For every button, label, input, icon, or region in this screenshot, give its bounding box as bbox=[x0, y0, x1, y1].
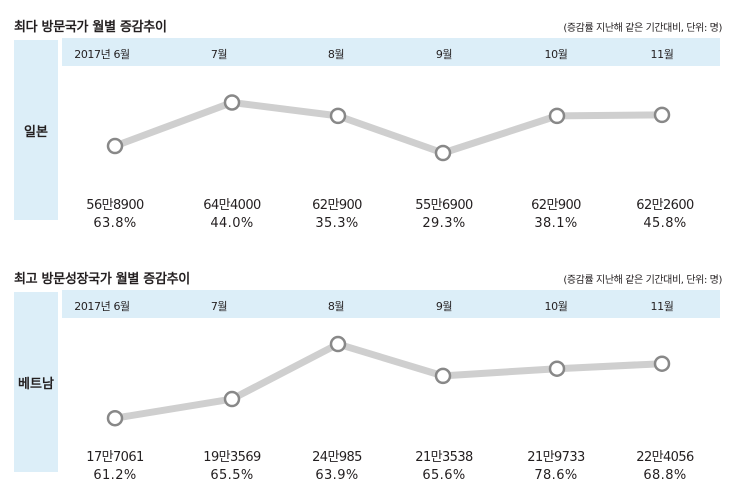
value-label: 24만985 bbox=[312, 450, 362, 465]
value-label: 62만900 bbox=[312, 198, 362, 213]
chart-note: (증감률 지난해 같은 기간대비, 단위: 명) bbox=[563, 23, 722, 34]
month-label: 8월 bbox=[327, 48, 345, 61]
series-label: 일본 bbox=[24, 124, 48, 140]
month-label: 9월 bbox=[435, 48, 453, 61]
data-point-marker bbox=[106, 137, 124, 155]
data-point-marker bbox=[329, 107, 347, 125]
month-label: 9월 bbox=[435, 300, 453, 313]
series-line bbox=[114, 340, 663, 422]
month-label: 7월 bbox=[210, 48, 228, 61]
data-point-marker bbox=[653, 355, 671, 372]
data-point-marker bbox=[653, 106, 671, 124]
month-header-band bbox=[62, 290, 720, 318]
series-label: 베트남 bbox=[18, 376, 54, 392]
value-label: 21만9733 bbox=[527, 450, 585, 465]
chart-title: 최고 방문성장국가 월별 증감추이 bbox=[14, 272, 190, 287]
value-label: 55만6900 bbox=[415, 198, 473, 213]
growth-label: 29.3% bbox=[422, 216, 466, 231]
month-label: 7월 bbox=[210, 300, 228, 313]
line-plot bbox=[106, 94, 671, 162]
growth-label: 61.2% bbox=[93, 468, 137, 483]
growth-label: 38.1% bbox=[534, 216, 578, 231]
growth-label: 44.0% bbox=[210, 216, 254, 231]
month-header-band bbox=[62, 38, 720, 66]
growth-label: 78.6% bbox=[534, 468, 578, 483]
month-label: 11월 bbox=[650, 300, 674, 313]
month-label: 2017년 6월 bbox=[74, 48, 130, 61]
data-point-marker bbox=[434, 144, 452, 162]
data-point-marker bbox=[106, 409, 124, 427]
data-point-marker bbox=[329, 335, 347, 353]
value-label: 56만8900 bbox=[86, 198, 144, 213]
chart-title: 최다 방문국가 월별 증감추이 bbox=[14, 20, 167, 35]
chart-panel-vietnam: 최고 방문성장국가 월별 증감추이 (증감률 지난해 같은 기간대비, 단위: … bbox=[0, 252, 732, 498]
month-label: 8월 bbox=[327, 300, 345, 313]
value-label: 62만900 bbox=[531, 198, 581, 213]
series-label-band bbox=[14, 292, 58, 472]
data-point-marker bbox=[548, 107, 566, 125]
data-point-marker bbox=[223, 94, 241, 111]
data-point-marker bbox=[434, 367, 452, 385]
value-label: 17만7061 bbox=[86, 450, 144, 465]
series-line bbox=[113, 98, 663, 157]
month-label: 11월 bbox=[650, 48, 674, 61]
growth-label: 65.5% bbox=[210, 468, 254, 483]
value-label: 64만4000 bbox=[203, 198, 261, 213]
line-plot bbox=[106, 335, 671, 427]
growth-label: 68.8% bbox=[643, 468, 687, 483]
growth-label: 63.8% bbox=[93, 216, 137, 231]
value-label: 22만4056 bbox=[636, 450, 694, 465]
growth-label: 35.3% bbox=[315, 216, 359, 231]
month-label: 10월 bbox=[544, 300, 568, 313]
value-label: 62만2600 bbox=[636, 198, 694, 213]
chart-note: (증감률 지난해 같은 기간대비, 단위: 명) bbox=[563, 275, 722, 286]
value-label: 19만3569 bbox=[203, 450, 261, 465]
month-label: 2017년 6월 bbox=[74, 300, 130, 313]
growth-label: 45.8% bbox=[643, 216, 687, 231]
chart-panel-japan: 최다 방문국가 월별 증감추이 (증감률 지난해 같은 기간대비, 단위: 명)… bbox=[14, 20, 722, 231]
month-label: 10월 bbox=[544, 48, 568, 61]
growth-label: 65.6% bbox=[422, 468, 466, 483]
growth-label: 63.9% bbox=[315, 468, 359, 483]
value-label: 21만3538 bbox=[415, 450, 473, 465]
series-label-band bbox=[14, 40, 58, 220]
data-point-marker bbox=[223, 390, 241, 408]
data-point-marker bbox=[548, 360, 566, 377]
